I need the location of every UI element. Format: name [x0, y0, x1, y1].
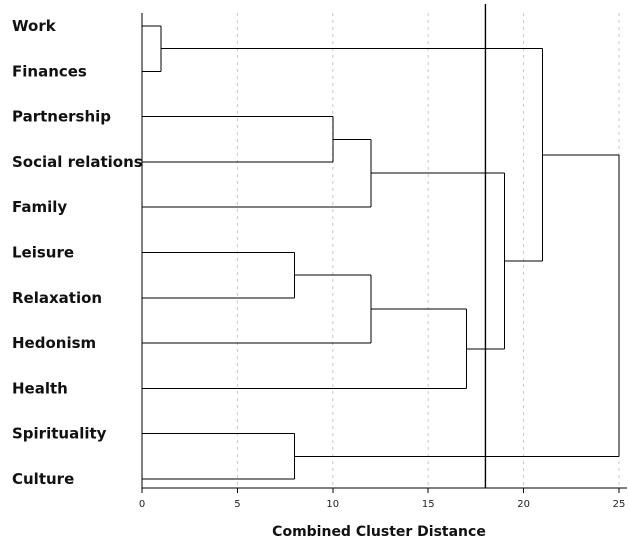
- link-c6: [142, 308, 467, 389]
- leaf-labels: Work Finances Partnership Social relations F…: [12, 17, 143, 488]
- leaf-label-spirituality: Spirituality: [12, 425, 107, 443]
- leaf-label-hedonism: Hedonism: [12, 334, 96, 352]
- leaf-label-family: Family: [12, 198, 67, 216]
- x-tick-label-25: 25: [613, 499, 626, 510]
- link-c10: [294, 154, 620, 457]
- leaf-label-culture: Culture: [12, 470, 74, 488]
- link-c4: [142, 252, 296, 299]
- link-c5: [142, 274, 372, 344]
- leaf-label-work: Work: [12, 17, 57, 35]
- link-c7: [370, 172, 506, 350]
- x-tick-label-20: 20: [517, 499, 530, 510]
- leaf-label-health: Health: [12, 379, 68, 397]
- x-tick-label-15: 15: [422, 499, 435, 510]
- dendrogram-tree: [142, 25, 620, 480]
- leaf-label-finances: Finances: [12, 62, 87, 80]
- leaf-label-relaxation: Relaxation: [12, 289, 102, 307]
- x-axis: 0 5 10 15 20 25: [139, 4, 627, 510]
- x-tick-label-5: 5: [234, 499, 240, 510]
- link-c3: [142, 138, 372, 208]
- leaf-label-leisure: Leisure: [12, 244, 74, 262]
- x-axis-title: Combined Cluster Distance: [272, 524, 486, 540]
- leaf-label-partnership: Partnership: [12, 108, 111, 126]
- x-tick-label-0: 0: [139, 499, 145, 510]
- x-tick-label-10: 10: [326, 499, 339, 510]
- link-c1: [142, 25, 162, 72]
- grid-layer: [236, 13, 620, 488]
- leaf-label-social-relations: Social relations: [12, 153, 143, 171]
- link-c9: [142, 433, 296, 480]
